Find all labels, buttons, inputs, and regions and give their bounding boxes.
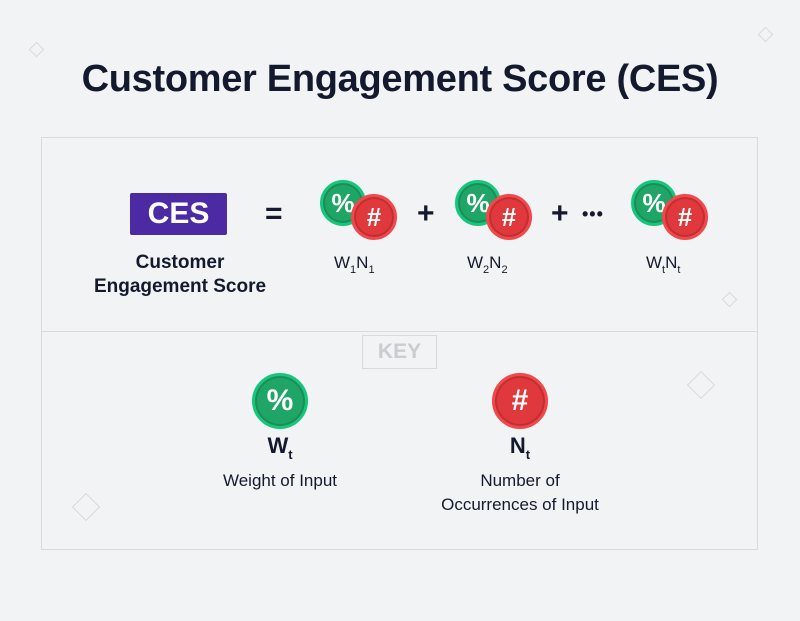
weight-symbol: Wt [267, 433, 293, 462]
percent-symbol: % [642, 188, 666, 218]
count-description: Number of Occurrences of Input [441, 471, 599, 514]
equals-sign: = [265, 197, 283, 230]
plus-sign: + [417, 197, 435, 230]
hash-symbol: # [501, 202, 517, 232]
percent-symbol: % [466, 188, 490, 218]
ces-label: Customer Engagement Score [80, 251, 280, 299]
hash-icon: # [486, 194, 532, 240]
term-label-2: W2N2 [467, 253, 508, 276]
key-label: KEY [362, 335, 437, 369]
count-symbol: Nt [509, 433, 531, 462]
term-label-t: WtNt [646, 253, 681, 276]
plus-sign: + [551, 197, 569, 230]
page-title: Customer Engagement Score (CES) [81, 58, 719, 100]
decorative-diamond [28, 41, 45, 58]
ces-label-line1: Customer [135, 252, 225, 273]
hash-symbol: # [677, 202, 693, 232]
hash-symbol: # [366, 202, 382, 232]
weight-description: Weight of Input [222, 471, 338, 490]
hash-icon: # [662, 194, 708, 240]
hash-icon: # [492, 373, 548, 429]
term-label-1: W1N1 [334, 253, 375, 276]
formula-panel [41, 137, 758, 550]
decorative-diamond [757, 26, 774, 43]
percent-symbol: % [331, 188, 355, 218]
percent-icon: % [252, 373, 308, 429]
ces-label-line2: Engagement Score [93, 276, 267, 297]
hash-icon: # [351, 194, 397, 240]
panel-divider [41, 331, 758, 332]
hash-symbol: # [511, 384, 529, 417]
ellipsis: ••• [582, 204, 604, 224]
ces-badge: CES [130, 193, 227, 235]
percent-symbol: % [266, 384, 294, 417]
